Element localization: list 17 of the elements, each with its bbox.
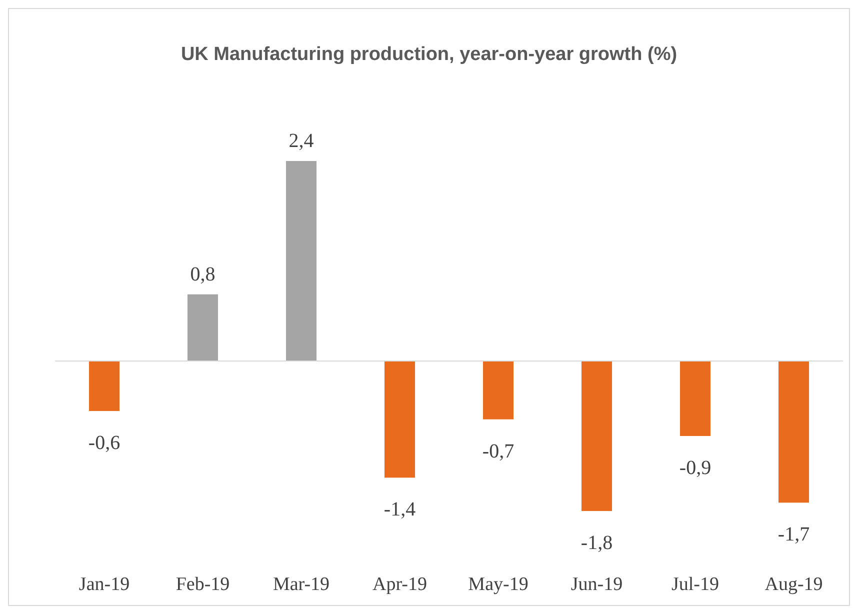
x-tick-label: Feb-19 <box>176 574 230 595</box>
data-label: -0,9 <box>679 457 712 479</box>
x-tick-label: Jul-19 <box>672 574 719 595</box>
data-label: -1,4 <box>384 498 416 521</box>
x-tick-label: Aug-19 <box>764 574 823 595</box>
chart-title: UK Manufacturing production, year-on-year growth (%) <box>180 44 678 65</box>
data-label: 0,8 <box>190 263 216 286</box>
data-label: -0,6 <box>88 432 120 454</box>
x-tick-label: Jan-19 <box>78 574 130 595</box>
data-label: 2,4 <box>288 130 314 152</box>
x-tick-label: Jun-19 <box>570 574 623 595</box>
data-label: -1,7 <box>778 524 810 546</box>
x-tick-label: May-19 <box>468 574 528 595</box>
data-label: -0,7 <box>482 440 514 462</box>
x-tick-label: Mar-19 <box>272 574 330 595</box>
data-label: -1,8 <box>580 532 613 554</box>
x-tick-label: Apr-19 <box>372 574 427 595</box>
